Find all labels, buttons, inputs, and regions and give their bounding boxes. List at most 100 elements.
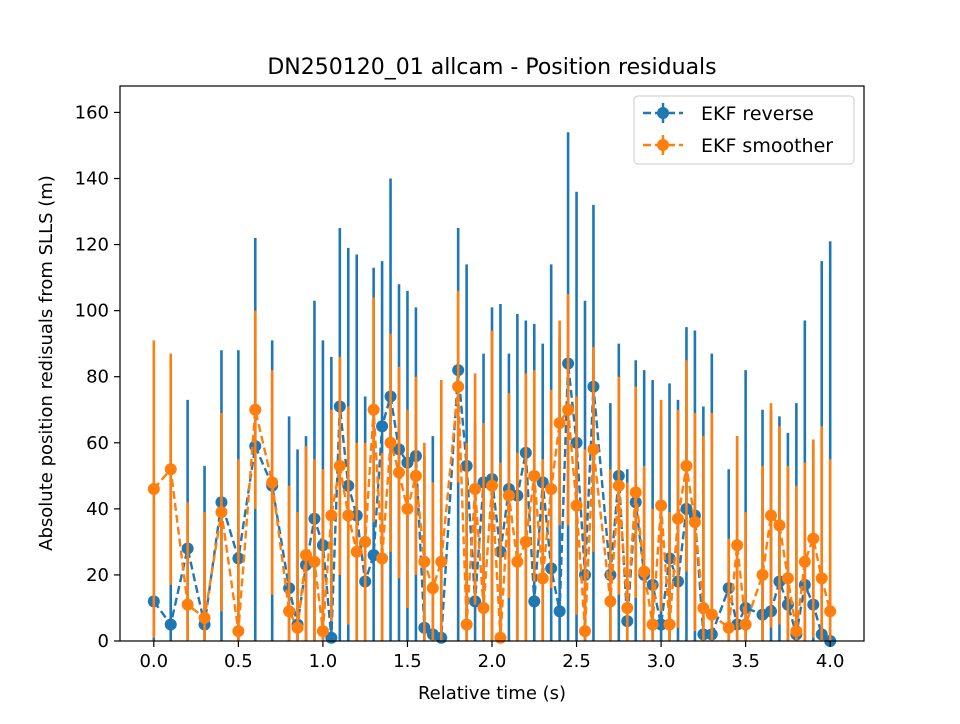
data-point-ekf-smoother [765,509,777,522]
y-tick-label: 0 [98,631,109,652]
data-point-ekf-reverse [528,595,541,608]
data-point-ekf-smoother [367,403,380,416]
y-axis-label: Absolute position redisuals from SLLS (m… [36,175,57,551]
data-point-ekf-smoother [528,469,541,482]
data-point-ekf-smoother [511,555,524,568]
legend-label-ekf-smoother: EKF smoother [701,135,833,157]
data-point-ekf-smoother [697,601,710,614]
data-point-ekf-smoother [824,605,837,618]
data-point-ekf-smoother [452,380,465,393]
data-point-ekf-smoother [384,436,397,449]
data-point-ekf-smoother [790,625,803,638]
data-point-ekf-smoother [672,512,684,525]
data-point-ekf-smoother [739,618,752,631]
data-point-ekf-smoother [393,466,405,479]
data-point-ekf-smoother [553,416,566,429]
y-tick-label: 80 [86,367,109,388]
data-point-ekf-smoother [401,502,414,515]
data-point-ekf-smoother [316,625,329,638]
legend: EKF reverse EKF smoother [633,95,855,165]
data-point-ekf-smoother [536,572,549,585]
data-point-ekf-smoother [570,499,583,512]
legend-entry-ekf-smoother: EKF smoother [643,135,833,157]
data-point-ekf-smoother [325,509,338,522]
y-tick-label: 160 [75,102,109,123]
legend-entry-ekf-reverse: EKF reverse [643,103,814,125]
data-point-ekf-smoother [621,601,634,614]
legend-marker-ekf-smoother [657,139,669,151]
x-tick-label: 4.0 [816,651,845,672]
y-tick-label: 40 [86,499,109,520]
data-point-ekf-smoother [426,582,439,595]
x-tick-label: 1.5 [393,651,422,672]
x-axis-label: Relative time (s) [418,683,566,704]
legend-marker-ekf-reverse [657,107,669,119]
data-point-ekf-smoother [756,568,769,581]
data-point-ekf-smoother [164,463,177,476]
data-point-ekf-smoother [215,506,228,519]
data-point-ekf-smoother [198,611,211,624]
data-point-ekf-smoother [680,459,693,472]
data-point-ekf-smoother [249,403,262,416]
data-point-ekf-smoother [409,469,422,482]
data-point-ekf-smoother [308,555,321,568]
data-point-ekf-smoother [545,483,558,496]
data-point-ekf-smoother [460,618,473,631]
x-tick-label: 2.0 [478,651,507,672]
data-point-ekf-reverse [164,618,177,631]
data-point-ekf-reverse [553,605,566,618]
data-point-ekf-smoother [663,618,676,631]
legend-box [633,95,855,165]
data-point-ekf-smoother [283,605,296,618]
y-tick-label: 60 [86,433,109,454]
data-point-ekf-smoother [646,618,659,631]
x-tick-label: 1.0 [309,651,338,672]
series-line-ekf-smoother [152,386,832,638]
data-point-ekf-smoother [181,598,194,611]
data-point-ekf-smoother [494,631,507,644]
y-tick-label: 120 [75,235,109,256]
data-point-ekf-smoother [587,443,600,456]
data-point-ekf-reverse [655,618,668,631]
data-point-ekf-smoother [629,486,642,499]
series-ekf-smoother [147,290,837,644]
y-tick-label: 20 [86,565,109,586]
x-tick-label: 3.0 [647,651,676,672]
data-point-ekf-smoother [562,403,575,416]
legend-label-ekf-reverse: EKF reverse [701,103,814,125]
y-tick-label: 140 [75,169,109,190]
data-point-ekf-smoother [722,621,735,634]
data-point-ekf-smoother [688,516,701,529]
data-point-ekf-smoother [300,549,312,562]
x-tick-label: 0.0 [139,651,168,672]
data-point-ekf-reverse [376,420,389,433]
plot-marks [147,132,837,647]
data-point-ekf-smoother [486,479,498,492]
data-point-ekf-smoother [359,535,372,548]
data-point-ekf-smoother [418,555,431,568]
chart-title: DN250120_01 allcam - Position residuals [267,55,716,80]
y-tick-label: 100 [75,301,109,322]
data-point-ekf-smoother [232,625,245,638]
data-point-ekf-smoother [519,535,532,548]
data-point-ekf-smoother [435,555,448,568]
x-tick-label: 3.5 [731,651,760,672]
data-point-ekf-smoother [266,476,279,489]
data-point-ekf-smoother [638,565,651,578]
data-point-ekf-smoother [350,545,363,558]
x-axis: 0.0 0.5 1.0 1.5 2.0 2.5 3.0 3.5 4.0 [139,641,845,672]
y-axis: 0 20 40 60 80 100 120 140 160 [75,102,120,652]
data-point-ekf-smoother [815,572,828,585]
data-point-ekf-smoother [781,572,794,585]
data-point-ekf-smoother [807,532,820,545]
data-point-ekf-smoother [376,552,389,565]
data-point-ekf-smoother [604,595,617,608]
data-point-ekf-smoother [612,479,625,492]
data-point-ekf-smoother [342,509,355,522]
data-point-ekf-smoother [477,601,490,614]
data-point-ekf-smoother [705,608,718,621]
data-point-ekf-smoother [291,621,304,634]
data-point-ekf-smoother [773,519,786,532]
